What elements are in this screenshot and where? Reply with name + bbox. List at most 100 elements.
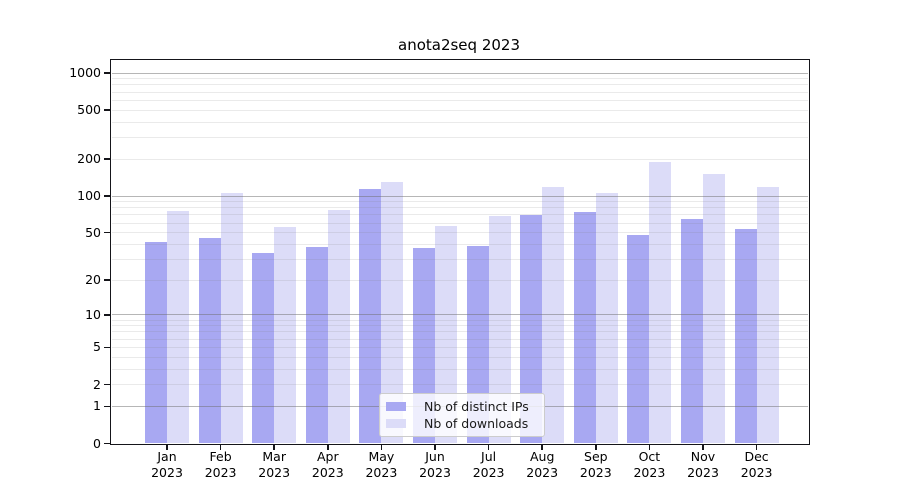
bar-distinct-ips: [145, 241, 167, 444]
x-tick-label: Dec 2023: [740, 449, 773, 480]
y-tick-mark: [104, 383, 110, 386]
gridline-minor: [111, 258, 808, 260]
x-tick-label: Jan 2023: [151, 449, 183, 480]
bar-downloads: [167, 211, 189, 444]
gridline-major: [111, 195, 808, 197]
gridline-minor: [111, 319, 808, 321]
gridline-minor: [111, 279, 808, 281]
gridline-minor: [111, 207, 808, 209]
y-tick-mark: [104, 158, 110, 160]
bar-distinct-ips: [359, 188, 382, 444]
bar-distinct-ips: [520, 214, 543, 444]
x-tick-mark: [273, 444, 275, 450]
gridline-minor: [111, 99, 808, 101]
y-tick-label: 50: [85, 224, 101, 240]
bar-distinct-ips: [681, 218, 703, 444]
y-tick-label: 500: [77, 102, 101, 118]
bar-downloads: [703, 173, 725, 444]
x-tick-mark: [702, 444, 704, 450]
legend: Nb of distinct IPs Nb of downloads: [379, 392, 545, 437]
y-tick-label: 10: [85, 306, 101, 322]
y-tick-mark: [104, 346, 110, 349]
x-tick-mark: [327, 444, 329, 450]
gridline-minor: [111, 214, 808, 216]
legend-swatch-distinct-ips: [386, 402, 406, 411]
x-tick-label: Jul 2023: [472, 449, 505, 480]
y-tick-label: 1000: [69, 65, 101, 80]
bar-distinct-ips: [627, 234, 650, 444]
y-tick-mark: [104, 231, 110, 234]
x-tick-mark: [380, 444, 383, 450]
x-tick-mark: [755, 444, 758, 450]
x-tick-label: Mar 2023: [258, 449, 291, 480]
bar-downloads: [327, 209, 350, 444]
bar-distinct-ips: [252, 252, 275, 444]
legend-item-downloads: Nb of downloads: [386, 416, 536, 432]
gridline-major: [111, 314, 808, 316]
bar-distinct-ips: [734, 228, 757, 444]
x-tick-mark: [219, 444, 222, 450]
gridline-minor: [111, 368, 808, 370]
gridline-minor: [111, 78, 808, 80]
gridline-minor: [111, 243, 808, 245]
x-tick-label: Oct 2023: [633, 449, 666, 480]
gridline-minor: [111, 325, 808, 327]
x-tick-label: Aug 2023: [526, 449, 559, 480]
gridline-minor: [111, 158, 808, 160]
gridline-minor: [111, 338, 808, 340]
y-tick-label: 2: [93, 376, 101, 392]
y-tick-mark: [104, 109, 110, 111]
gridline-minor: [111, 109, 808, 111]
gridline-minor: [111, 384, 808, 386]
bar-distinct-ips: [573, 211, 596, 444]
x-tick-mark: [595, 444, 597, 450]
gridline-major: [111, 72, 808, 74]
y-tick-label: 100: [77, 188, 101, 203]
bar-downloads: [488, 215, 511, 444]
gridline-minor: [111, 331, 808, 333]
x-tick-label: Sep 2023: [579, 449, 612, 480]
x-tick-mark: [434, 444, 436, 450]
y-tick-label: 0: [93, 435, 101, 451]
x-tick-label: May 2023: [365, 449, 398, 480]
y-tick-label: 5: [93, 339, 101, 355]
bar-downloads: [381, 182, 404, 444]
x-tick-mark: [648, 444, 651, 450]
bar-downloads: [220, 193, 243, 444]
bar-downloads: [649, 161, 672, 444]
y-tick-label: 200: [77, 151, 101, 167]
y-tick-label: 1: [93, 398, 101, 414]
gridline-minor: [111, 121, 808, 123]
legend-label-downloads: Nb of downloads: [424, 416, 529, 431]
legend-label-distinct-ips: Nb of distinct IPs: [424, 399, 529, 414]
gridline-minor: [111, 346, 808, 348]
gridline-minor: [111, 84, 808, 86]
legend-swatch-downloads: [386, 419, 406, 428]
gridline-minor: [111, 356, 808, 358]
chart-title: anota2seq 2023: [398, 36, 520, 54]
x-tick-mark: [541, 444, 543, 450]
x-tick-label: Apr 2023: [311, 449, 344, 480]
y-tick-mark: [104, 195, 110, 197]
gridline-minor: [111, 201, 808, 203]
bar-distinct-ips: [305, 247, 328, 444]
y-tick-mark: [104, 442, 110, 445]
gridline-minor: [111, 136, 808, 138]
bar-downloads: [435, 225, 457, 444]
bar-downloads: [595, 193, 618, 444]
bar-distinct-ips: [198, 238, 221, 444]
y-tick-mark: [104, 279, 110, 281]
gridline-minor: [111, 222, 808, 224]
x-tick-label: Feb 2023: [204, 449, 237, 480]
gridline-minor: [111, 232, 808, 234]
y-tick-mark: [104, 314, 110, 316]
legend-item-distinct-ips: Nb of distinct IPs: [386, 399, 536, 415]
bar-downloads: [274, 226, 297, 444]
gridline-minor: [111, 91, 808, 93]
x-tick-label: Jun 2023: [419, 449, 451, 480]
x-tick-mark: [166, 444, 168, 450]
y-tick-mark: [104, 72, 110, 74]
y-tick-mark: [104, 405, 110, 408]
x-tick-label: Nov 2023: [687, 449, 719, 480]
